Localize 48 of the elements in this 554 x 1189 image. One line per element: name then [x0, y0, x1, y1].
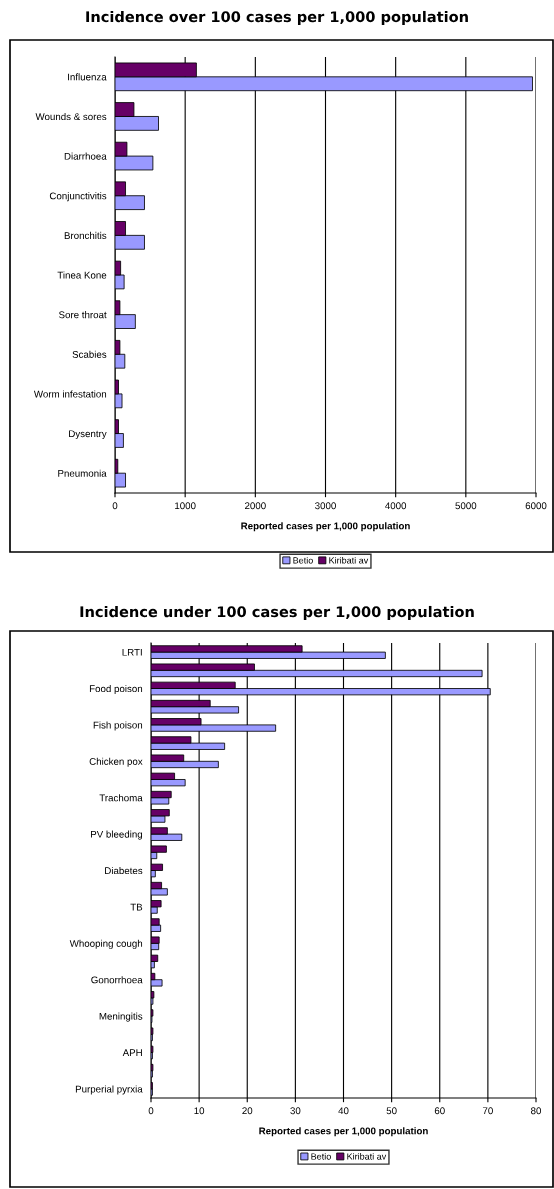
y-tick-label: Chicken pox — [89, 757, 143, 767]
y-tick-label: Wounds & sores — [35, 112, 107, 121]
y-tick-label: Pneumonia — [58, 469, 107, 477]
x-axis-title: Reported cases per 1,000 population — [259, 1127, 428, 1137]
x-tick-label: 2000 — [245, 502, 266, 510]
y-tick-label: Diabetes — [105, 866, 143, 875]
x-axis-title: Reported cases per 1,000 population — [241, 522, 410, 532]
x-tick-label: 20 — [242, 1107, 253, 1115]
y-tick-label: Food poison — [89, 684, 143, 695]
y-tick-label: Scabies — [72, 350, 107, 358]
chart-title: Incidence over 100 cases per 1,000 population — [86, 10, 468, 26]
x-tick-label: 30 — [290, 1107, 301, 1115]
y-tick-label: Fish poison — [93, 721, 143, 731]
x-tick-label: 50 — [386, 1107, 397, 1115]
y-tick-label: Diarrhoea — [64, 152, 107, 160]
legend-label: Betio — [311, 1153, 331, 1160]
y-tick-label: TB — [130, 903, 143, 911]
y-tick-label: Bronchitis — [64, 231, 107, 239]
x-tick-label: 0 — [112, 502, 118, 510]
y-tick-label: Meningitis — [99, 1012, 143, 1022]
x-tick-label: 4000 — [385, 502, 407, 510]
x-tick-label: 70 — [482, 1107, 493, 1115]
x-tick-label: 40 — [338, 1107, 349, 1115]
y-tick-label: Purperial pyrxia — [75, 1085, 143, 1095]
y-tick-label: Conjunctivitis — [49, 192, 107, 202]
x-tick-label: 6000 — [525, 502, 547, 510]
x-tick-label: 5000 — [455, 502, 477, 510]
legend-label: Betio — [293, 556, 313, 564]
y-tick-label: PV bleeding — [91, 830, 143, 840]
y-tick-label: Tinea Kone — [57, 271, 107, 279]
y-tick-label: LRTI — [122, 648, 142, 656]
chart-title: Incidence under 100 cases per 1,000 population — [80, 605, 474, 621]
x-tick-label: 1000 — [175, 502, 196, 510]
y-tick-label: APH — [122, 1049, 142, 1057]
x-tick-label: 10 — [194, 1107, 205, 1115]
y-tick-label: Dysentry — [69, 430, 107, 440]
y-tick-label: Sore throat — [59, 311, 107, 319]
y-tick-label: Trachoma — [99, 794, 143, 802]
y-tick-label: Influenza — [68, 73, 107, 81]
y-tick-label: Whooping cough — [69, 939, 143, 949]
x-tick-label: 3000 — [315, 502, 336, 510]
y-tick-label: Worm infestation — [33, 390, 107, 398]
x-tick-label: 60 — [434, 1107, 445, 1115]
x-tick-label: 80 — [531, 1107, 542, 1115]
x-tick-label: 0 — [148, 1107, 154, 1115]
y-tick-label: Gonorrhoea — [91, 976, 143, 984]
legend-label: Kiribati av — [329, 556, 369, 564]
legend-label: Kiribati av — [347, 1153, 387, 1160]
